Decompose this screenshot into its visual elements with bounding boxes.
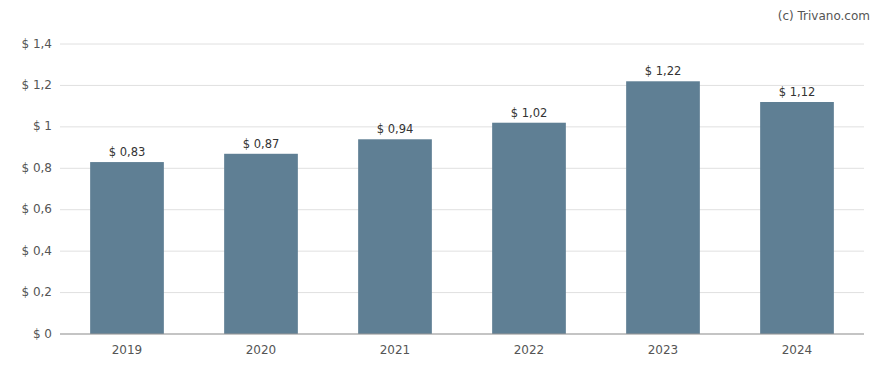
- y-tick-label: $ 0,4: [21, 244, 52, 258]
- bar: [626, 81, 700, 334]
- grid-line: [60, 126, 864, 127]
- y-tick-label: $ 1,2: [21, 78, 52, 92]
- data-label: $ 0,83: [109, 145, 146, 159]
- data-label: $ 1,02: [511, 106, 548, 120]
- grid-line: [60, 251, 864, 252]
- data-label: $ 0,87: [243, 137, 280, 151]
- x-tick-label: 2023: [648, 343, 679, 357]
- data-label: $ 0,94: [377, 122, 414, 136]
- bars: [90, 81, 834, 334]
- x-tick-label: 2022: [514, 343, 545, 357]
- grid-line: [60, 292, 864, 293]
- data-label: $ 1,12: [779, 85, 816, 99]
- grid-line: [60, 85, 864, 86]
- data-label: $ 1,22: [645, 64, 682, 78]
- bar: [90, 162, 164, 334]
- grid-line: [60, 44, 864, 45]
- y-axis: $ 0 $ 0,2 $ 0,4 $ 0,6 $ 0,8 $ 1 $ 1,2 $ 1,4: [21, 37, 864, 341]
- chart-container: $ 0 $ 0,2 $ 0,4 $ 0,6 $ 0,8 $ 1 $ 1,2 $ 1,4 $ 0,…: [0, 0, 888, 370]
- grid-line: [60, 334, 864, 335]
- watermark: (c) Trivano.com: [778, 9, 870, 23]
- y-tick-label: $ 0,2: [21, 285, 52, 299]
- bar: [224, 154, 298, 334]
- bar: [358, 139, 432, 334]
- y-tick-label: $ 0,6: [21, 202, 52, 216]
- data-labels: $ 0,83 $ 0,87 $ 0,94 $ 1,02 $ 1,22 $ 1,12: [109, 64, 816, 159]
- bar: [492, 123, 566, 334]
- y-tick-label: $ 1: [33, 119, 52, 133]
- x-tick-label: 2021: [380, 343, 411, 357]
- y-tick-label: $ 0,8: [21, 161, 52, 175]
- x-tick-label: 2020: [246, 343, 277, 357]
- chart-svg: $ 0 $ 0,2 $ 0,4 $ 0,6 $ 0,8 $ 1 $ 1,2 $ 1,4 $ 0,…: [0, 0, 888, 370]
- x-axis-line: [60, 334, 864, 335]
- bar: [760, 102, 834, 334]
- y-tick-label: $ 0: [33, 327, 52, 341]
- grid-line: [60, 209, 864, 210]
- x-tick-label: 2024: [782, 343, 813, 357]
- grid-line: [60, 168, 864, 169]
- y-tick-label: $ 1,4: [21, 37, 52, 51]
- x-tick-label: 2019: [112, 343, 143, 357]
- x-axis: 2019 2020 2021 2022 2023 2024: [60, 334, 864, 357]
